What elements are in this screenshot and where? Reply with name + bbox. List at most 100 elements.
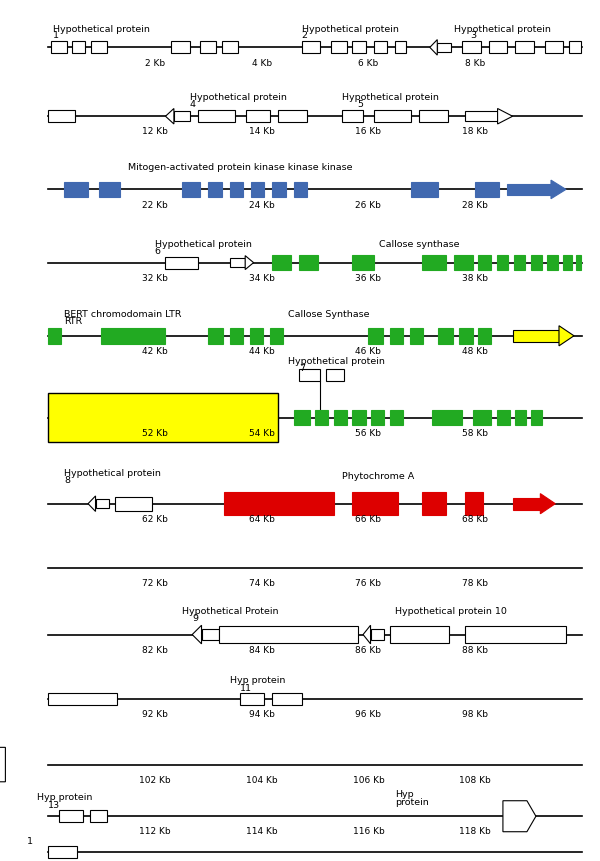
Bar <box>473 410 491 425</box>
Text: 64 Kb: 64 Kb <box>248 515 275 523</box>
Bar <box>230 182 243 197</box>
Bar <box>269 328 283 344</box>
Bar <box>166 257 197 269</box>
Text: Hypothetical protein: Hypothetical protein <box>302 25 398 34</box>
Text: 34 Kb: 34 Kb <box>248 274 275 282</box>
Bar <box>515 41 534 53</box>
Bar <box>497 410 510 425</box>
Bar <box>200 41 216 53</box>
Bar <box>219 626 358 643</box>
Bar <box>352 410 366 425</box>
Bar <box>208 182 221 197</box>
Bar <box>507 183 551 195</box>
Bar <box>459 328 473 344</box>
Text: protein: protein <box>395 798 429 807</box>
Bar <box>371 410 385 425</box>
Bar <box>64 182 88 197</box>
Polygon shape <box>192 625 202 644</box>
Bar <box>278 110 307 122</box>
Bar <box>174 112 190 121</box>
Text: Callose Synthase: Callose Synthase <box>289 310 370 319</box>
Bar <box>437 42 451 52</box>
Polygon shape <box>503 801 536 832</box>
Text: 16 Kb: 16 Kb <box>355 127 382 136</box>
Text: 24 Kb: 24 Kb <box>249 201 274 209</box>
Bar <box>334 410 347 425</box>
Bar <box>368 328 383 344</box>
Bar <box>464 112 497 121</box>
Text: 68 Kb: 68 Kb <box>462 515 488 523</box>
Bar <box>410 328 423 344</box>
Bar <box>352 41 366 53</box>
Bar <box>464 626 566 643</box>
Text: 52 Kb: 52 Kb <box>142 429 168 437</box>
Text: 118 Kb: 118 Kb <box>460 827 491 836</box>
Bar <box>488 41 507 53</box>
Text: 4 Kb: 4 Kb <box>251 59 272 67</box>
Bar <box>251 182 264 197</box>
Bar <box>464 492 483 515</box>
Polygon shape <box>0 747 5 782</box>
Text: 3: 3 <box>470 32 476 40</box>
Bar <box>72 41 85 53</box>
Polygon shape <box>430 40 437 55</box>
Bar <box>352 255 374 270</box>
Bar <box>48 846 77 858</box>
Bar <box>374 41 387 53</box>
Bar <box>419 110 448 122</box>
Bar <box>89 810 107 822</box>
Bar <box>245 110 269 122</box>
Bar <box>48 693 118 705</box>
Text: 108 Kb: 108 Kb <box>460 776 491 784</box>
Text: 72 Kb: 72 Kb <box>142 579 168 588</box>
Bar <box>390 626 449 643</box>
Text: Hyp protein: Hyp protein <box>37 794 92 802</box>
Text: 1: 1 <box>27 838 33 846</box>
Text: Hyp: Hyp <box>395 790 414 799</box>
Text: BERT chromodomain LTR: BERT chromodomain LTR <box>64 310 182 319</box>
Bar <box>563 255 572 270</box>
Text: 96 Kb: 96 Kb <box>355 710 382 719</box>
Text: 4: 4 <box>190 101 196 109</box>
Polygon shape <box>541 493 556 514</box>
Text: Phytochrome A: Phytochrome A <box>342 473 414 481</box>
Text: 106 Kb: 106 Kb <box>353 776 384 784</box>
Text: 18 Kb: 18 Kb <box>462 127 488 136</box>
Bar <box>326 369 344 381</box>
Text: Hypothetical protein: Hypothetical protein <box>155 240 251 249</box>
Text: 88 Kb: 88 Kb <box>462 646 488 654</box>
Text: RTR: RTR <box>64 318 82 326</box>
Bar <box>230 258 245 267</box>
Text: 12 Kb: 12 Kb <box>142 127 168 136</box>
Text: 84 Kb: 84 Kb <box>248 646 275 654</box>
Bar <box>48 110 75 122</box>
Text: 9: 9 <box>192 615 198 623</box>
Polygon shape <box>559 325 574 346</box>
Text: 14 Kb: 14 Kb <box>248 127 275 136</box>
Bar <box>475 182 499 197</box>
Text: 114 Kb: 114 Kb <box>246 827 277 836</box>
Bar <box>115 497 152 511</box>
Bar <box>293 410 310 425</box>
Bar <box>390 328 403 344</box>
Bar <box>545 41 563 53</box>
Text: 116 Kb: 116 Kb <box>353 827 384 836</box>
Bar <box>390 410 403 425</box>
Bar <box>422 255 446 270</box>
Text: 44 Kb: 44 Kb <box>249 347 274 356</box>
Bar <box>171 41 190 53</box>
Bar <box>48 328 61 344</box>
Bar <box>514 255 526 270</box>
Polygon shape <box>245 256 254 269</box>
Bar <box>101 328 166 344</box>
Text: 28 Kb: 28 Kb <box>462 201 488 209</box>
Bar <box>374 110 411 122</box>
Text: 92 Kb: 92 Kb <box>142 710 168 719</box>
Text: 32 Kb: 32 Kb <box>142 274 168 282</box>
Polygon shape <box>88 496 95 511</box>
Bar <box>99 182 120 197</box>
Text: 82 Kb: 82 Kb <box>142 646 168 654</box>
Bar <box>197 110 235 122</box>
Bar <box>302 41 320 53</box>
Bar <box>208 328 223 344</box>
